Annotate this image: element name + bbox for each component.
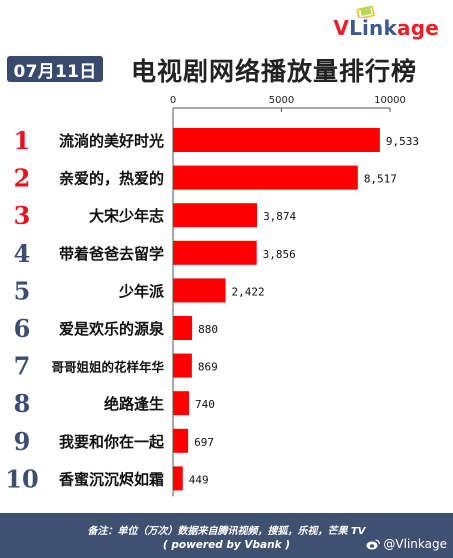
rank-number: 4 [14, 239, 31, 268]
weibo-watermark: @Vlinkage [366, 537, 447, 551]
footer-powered: ( powered by Vbank ) [162, 539, 291, 551]
bar [173, 466, 183, 491]
rank-number: 8 [14, 389, 31, 418]
bar [173, 353, 192, 378]
category-label: 带着爸爸去留学 [59, 245, 164, 263]
value-label: 2,422 [232, 285, 265, 298]
rank-number: 1 [14, 126, 31, 155]
category-label: 大宋少年志 [89, 207, 164, 225]
date-badge: 07月11日 [7, 56, 103, 82]
rank-number: 9 [14, 427, 31, 456]
page-title: 电视剧网络播放量排行榜 [131, 57, 418, 86]
category-label: 我要和你在一起 [59, 433, 165, 451]
value-label: 8,517 [364, 173, 397, 186]
bar [173, 391, 190, 416]
footer-note: 备注：单位（万次）数据来自腾讯视频，搜狐，乐视，芒果 TV [87, 526, 366, 537]
value-label: 880 [198, 323, 218, 336]
bar [173, 316, 193, 340]
footer: 备注：单位（万次）数据来自腾讯视频，搜狐，乐视，芒果 TV ( powered … [0, 513, 453, 558]
rank-number: 7 [14, 352, 31, 381]
logo-text: VLinkage [333, 16, 439, 40]
rank-number: 3 [14, 201, 31, 230]
category-label: 爱是欢乐的源泉 [59, 320, 165, 338]
bar [173, 240, 257, 265]
rank-number: 5 [14, 276, 31, 305]
category-label: 绝路逢生 [104, 395, 164, 413]
x-tick-label: 0 [170, 95, 176, 106]
bar [173, 428, 189, 453]
category-label: 香蜜沉沉烬如霜 [59, 470, 164, 488]
category-label: 流淌的美好时光 [59, 132, 164, 150]
logo-link-icon [357, 6, 375, 18]
rank-number: 2 [14, 164, 31, 193]
bar [173, 278, 226, 303]
value-label: 9,533 [386, 135, 419, 148]
value-label: 869 [198, 361, 218, 374]
weibo-handle: @Vlinkage [383, 537, 447, 551]
value-label: 740 [195, 398, 215, 411]
value-label: 697 [194, 436, 214, 449]
category-label: 哥哥姐姐的花样年华 [51, 360, 164, 375]
rank-number: 10 [5, 464, 38, 493]
x-tick-label: 5000 [269, 95, 294, 106]
value-label: 3,874 [263, 210, 296, 223]
bar-chart: 0 5000 10000 1 流淌的美好时光 9,533 2 亲爱的，热爱的 8,517 3 大宋少… [5, 95, 419, 497]
rank-number: 6 [14, 314, 31, 343]
bar [173, 128, 380, 152]
bar [173, 203, 258, 228]
weibo-icon [366, 539, 381, 549]
bar [173, 165, 358, 190]
category-label: 亲爱的，热爱的 [59, 170, 164, 188]
category-label: 少年派 [118, 282, 165, 300]
value-label: 449 [189, 473, 209, 486]
x-tick-label: 10000 [374, 95, 406, 106]
value-label: 3,856 [263, 248, 296, 261]
